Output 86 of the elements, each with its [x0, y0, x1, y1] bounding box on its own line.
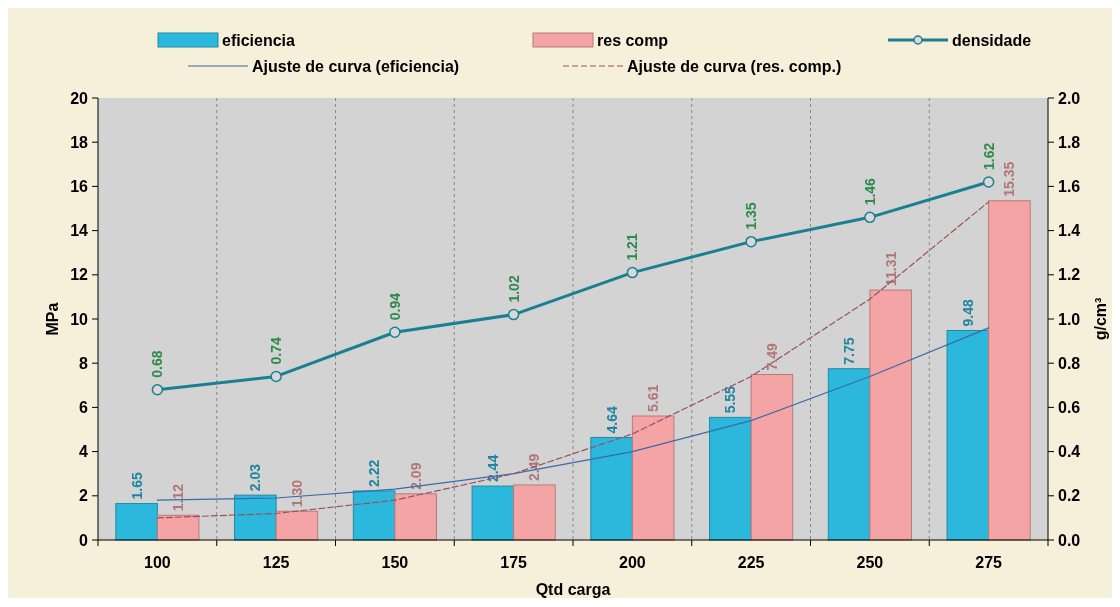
bar [709, 416, 752, 541]
data-label: 5.55 [722, 385, 739, 414]
y2-axis-title: g/cm³ [1092, 297, 1109, 341]
y-tick-label: 10 [70, 310, 89, 328]
y-tick-label: 8 [79, 354, 89, 372]
x-tick-label: 125 [262, 554, 290, 571]
bar [827, 368, 871, 541]
bar [352, 490, 396, 541]
bar [946, 329, 990, 541]
bar [394, 493, 437, 541]
y2-tick-label: 0.6 [1058, 399, 1081, 416]
y2-tick-label: 1.4 [1058, 222, 1081, 240]
legend-label: Ajuste de curva (res. comp.) [627, 57, 842, 75]
data-label: 7.75 [841, 337, 858, 365]
x-tick-label: 275 [975, 554, 1003, 571]
data-label: 2.44 [484, 454, 501, 483]
y2-tick-label: 0.4 [1058, 443, 1081, 461]
y-tick-label: 16 [70, 178, 89, 195]
bar [750, 373, 794, 541]
point [151, 383, 164, 396]
bar [115, 503, 158, 541]
x-tick-label: 175 [500, 554, 528, 571]
y2-tick-label: 0.2 [1058, 487, 1081, 505]
x-tick-label: 100 [144, 554, 171, 571]
data-label: 1.62 [980, 142, 997, 170]
y2-tick-label: 1.2 [1058, 266, 1081, 284]
legend-label: res comp [597, 31, 669, 49]
y2-tick-label: 1.0 [1058, 310, 1081, 328]
bar [869, 289, 912, 541]
point [507, 308, 520, 321]
data-label: 0.68 [149, 350, 166, 378]
y-tick-label: 2 [79, 487, 89, 505]
data-label: 4.64 [603, 405, 620, 434]
data-label: 2.03 [247, 463, 264, 492]
data-label: 1.12 [170, 483, 187, 512]
y-tick-label: 4 [79, 443, 89, 461]
data-label: 1.65 [128, 472, 145, 500]
y-tick-label: 12 [70, 266, 89, 284]
point [270, 370, 282, 383]
data-label: 2.22 [366, 459, 383, 487]
x-tick-label: 150 [381, 554, 409, 571]
y2-tick-label: 0.8 [1058, 354, 1081, 372]
data-label: 1.35 [743, 202, 760, 230]
data-label: 1.30 [288, 479, 305, 508]
y-tick-label: 14 [70, 222, 89, 240]
y-tick-label: 6 [79, 399, 89, 416]
y2-tick-label: 2.0 [1058, 89, 1081, 107]
data-label: 9.48 [959, 299, 976, 327]
x-axis-title: Qtd carga [535, 581, 611, 598]
data-label: 2.49 [526, 453, 543, 481]
y-tick-label: 20 [70, 89, 89, 107]
data-label: 1.46 [861, 177, 878, 206]
data-label: 11.31 [882, 251, 899, 287]
legend-label: Ajuste de curva (eficiencia) [252, 57, 460, 75]
point [982, 176, 995, 188]
data-label: 5.61 [645, 384, 662, 413]
bar [234, 494, 277, 541]
bar [156, 514, 200, 541]
y-tick-label: 18 [70, 133, 89, 151]
data-label: 1.02 [505, 275, 522, 303]
y-tick-label: 0 [79, 531, 89, 549]
data-label: 7.49 [763, 343, 780, 371]
bar [631, 415, 675, 541]
x-tick-label: 200 [619, 554, 646, 571]
point [745, 235, 757, 248]
y2-tick-label: 0.0 [1058, 531, 1081, 549]
data-label: 0.74 [268, 337, 285, 365]
y2-tick-label: 1.8 [1058, 133, 1081, 151]
bar [513, 484, 556, 541]
point [389, 326, 401, 339]
bar [590, 436, 633, 541]
data-label: 15.35 [1001, 161, 1018, 197]
legend-label: eficiencia [222, 31, 296, 49]
point [864, 211, 876, 224]
x-tick-label: 225 [737, 554, 765, 571]
bar [275, 510, 319, 541]
bar [471, 485, 515, 541]
x-tick-label: 250 [856, 554, 884, 571]
data-label: 2.09 [407, 462, 424, 490]
y-axis-title: MPa [44, 302, 61, 336]
point [626, 266, 639, 279]
data-label: 0.94 [386, 292, 403, 321]
legend-label: densidade [952, 31, 1032, 49]
y2-tick-label: 1.6 [1058, 178, 1081, 195]
data-label: 1.21 [624, 233, 641, 261]
bar [988, 200, 1031, 541]
